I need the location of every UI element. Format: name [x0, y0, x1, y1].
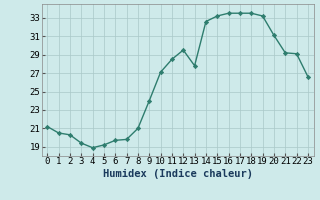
X-axis label: Humidex (Indice chaleur): Humidex (Indice chaleur)	[103, 169, 252, 179]
